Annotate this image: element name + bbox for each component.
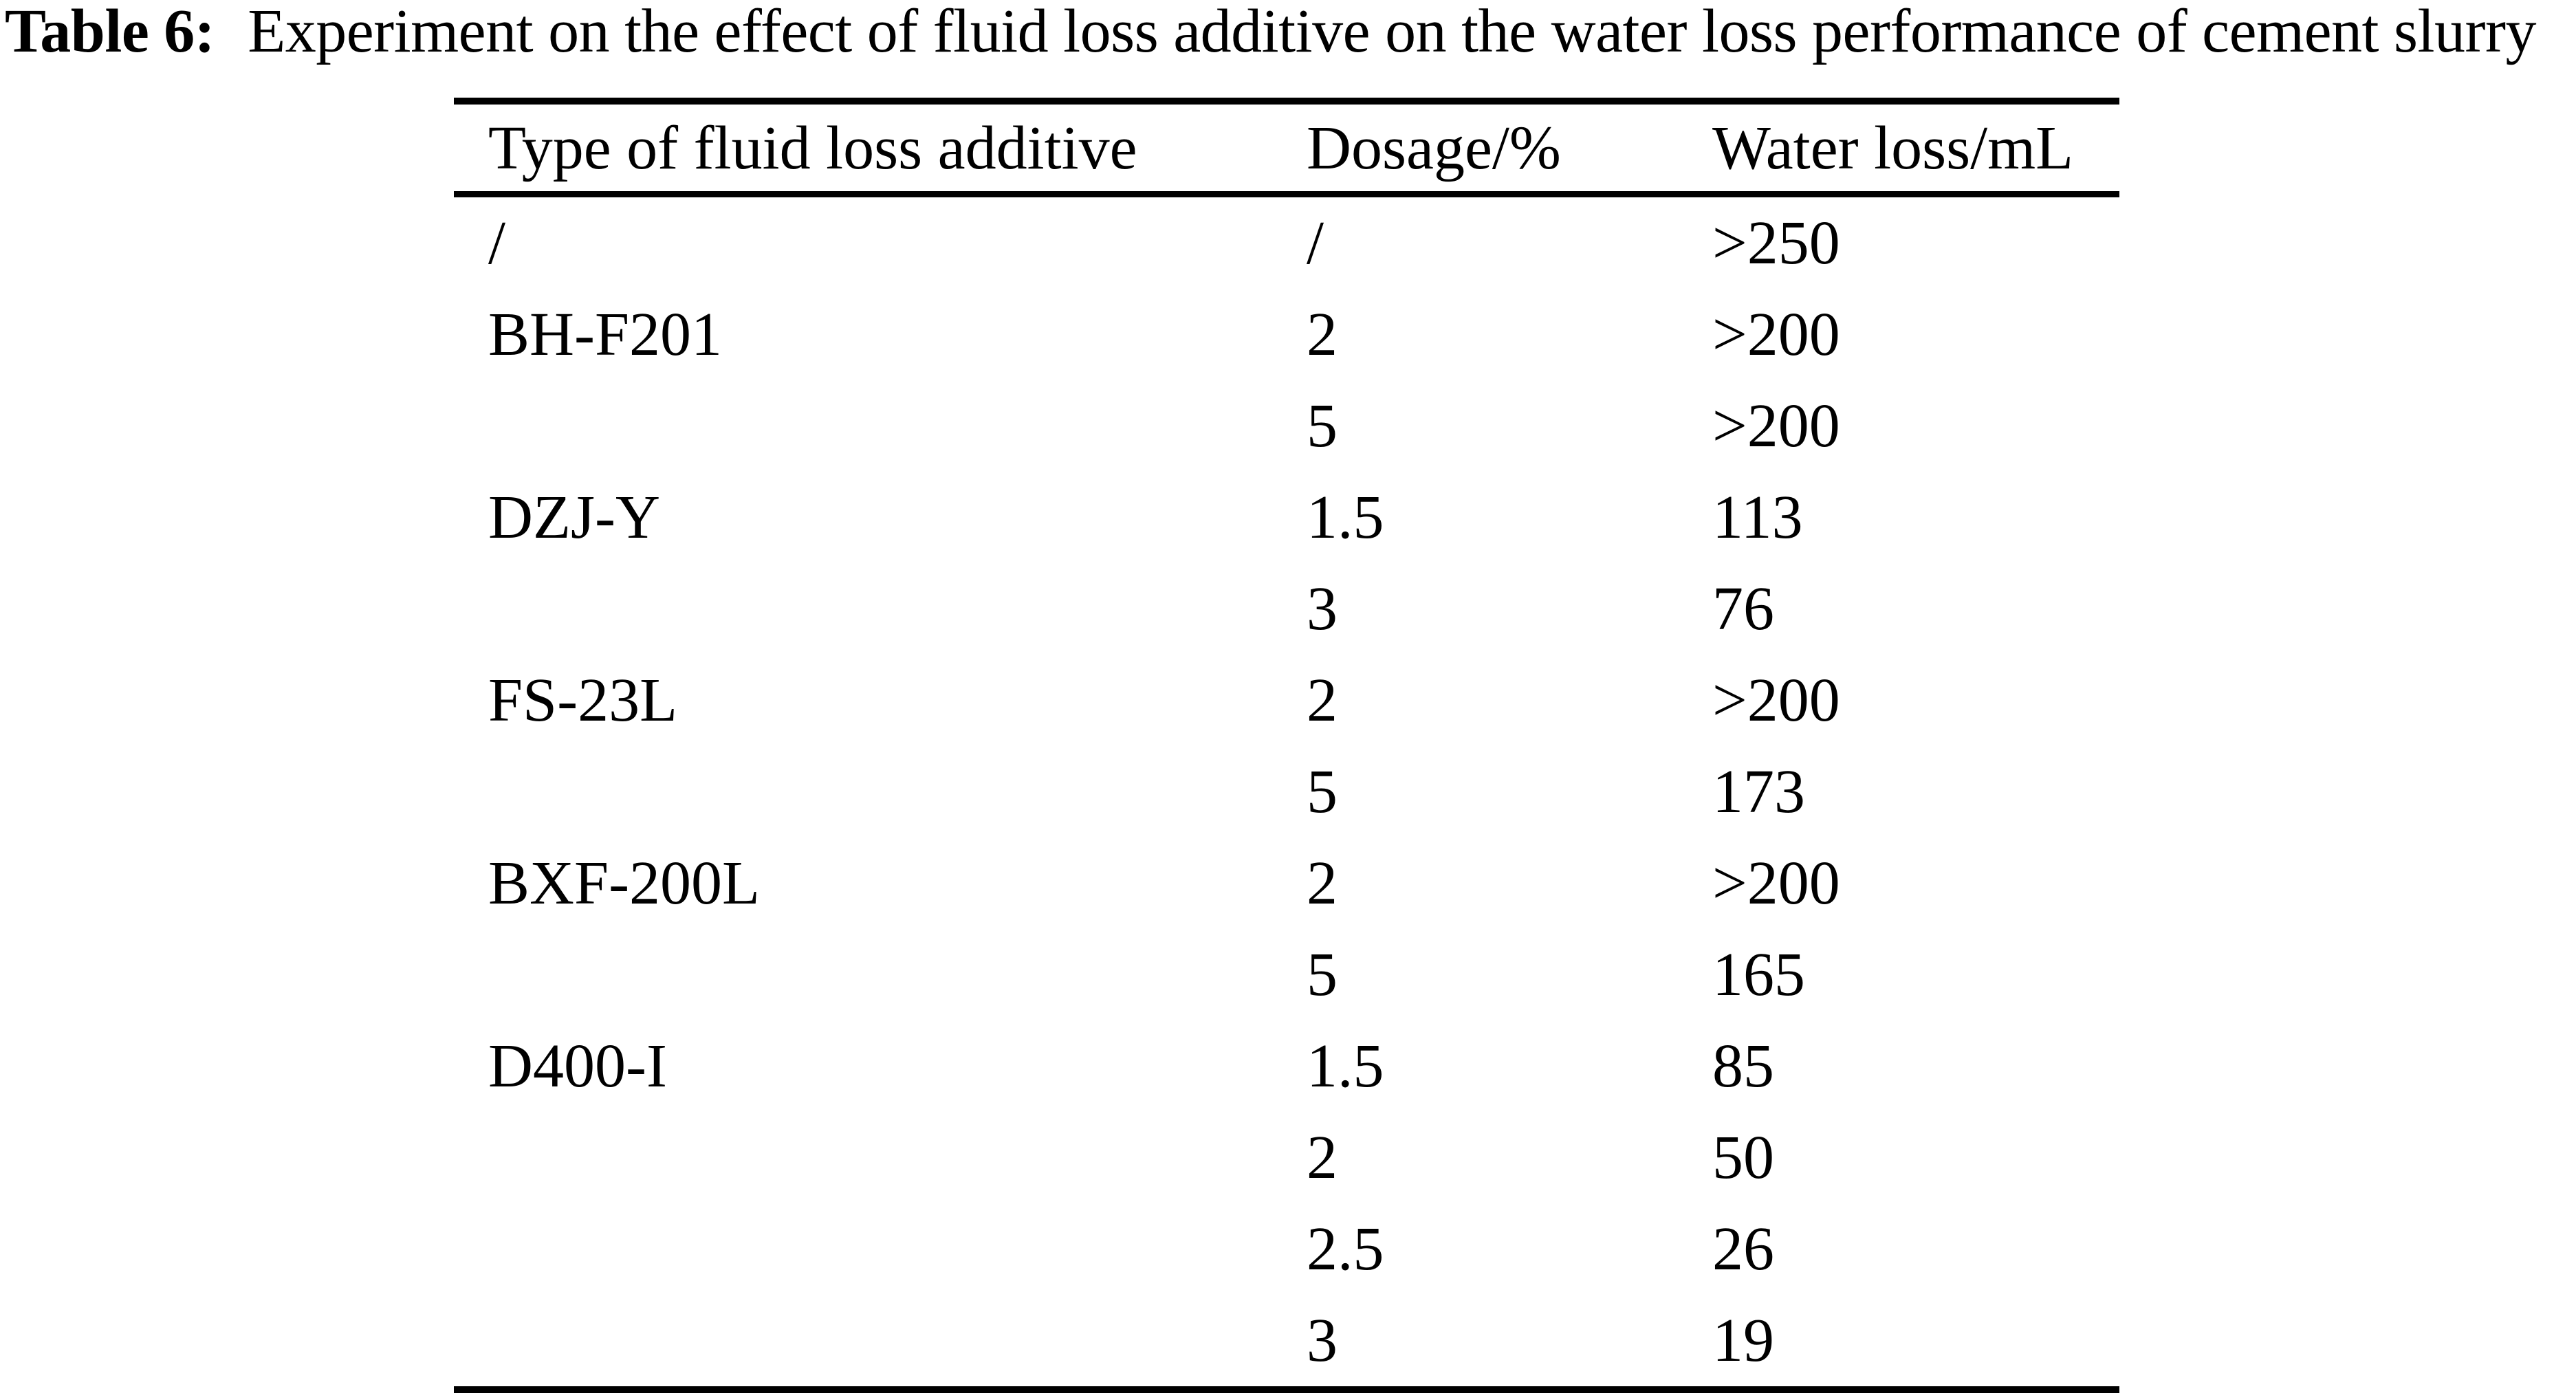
table-row: D400-I 1.5 85 bbox=[454, 1020, 2119, 1112]
table-caption-label: Table 6: bbox=[5, 0, 215, 65]
dosage-cell: 3 bbox=[1307, 1306, 1338, 1375]
table-header-row: Type of fluid loss additive Dosage/% Wat… bbox=[454, 105, 2119, 191]
water-loss-cell: >250 bbox=[1712, 209, 1840, 277]
water-loss-cell: 173 bbox=[1712, 758, 1805, 826]
water-loss-cell: 19 bbox=[1712, 1306, 1774, 1375]
dosage-cell: 2 bbox=[1307, 849, 1338, 917]
dosage-cell: 2 bbox=[1307, 1124, 1338, 1192]
table-header-rule bbox=[454, 191, 2119, 197]
dosage-cell: 2 bbox=[1307, 300, 1338, 369]
table-caption-text: Experiment on the effect of fluid loss a… bbox=[248, 0, 2536, 65]
water-loss-cell: 85 bbox=[1712, 1032, 1774, 1100]
table-top-rule bbox=[454, 98, 2119, 105]
table-body: / / >250 BH-F201 2 >200 5 >200 DZJ-Y 1.5… bbox=[454, 197, 2119, 1386]
additive-cell: DZJ-Y bbox=[488, 483, 660, 551]
water-loss-cell: 76 bbox=[1712, 575, 1774, 643]
dosage-cell: 1.5 bbox=[1307, 483, 1384, 551]
water-loss-cell: 165 bbox=[1712, 941, 1805, 1009]
table-row: DZJ-Y 1.5 113 bbox=[454, 472, 2119, 563]
dosage-cell: / bbox=[1307, 209, 1324, 277]
dosage-cell: 2.5 bbox=[1307, 1215, 1384, 1283]
data-table: Type of fluid loss additive Dosage/% Wat… bbox=[454, 98, 2119, 1393]
water-loss-cell: >200 bbox=[1712, 666, 1840, 734]
table-row: 2.5 26 bbox=[454, 1203, 2119, 1295]
water-loss-cell: >200 bbox=[1712, 849, 1840, 917]
additive-cell: BH-F201 bbox=[488, 300, 723, 369]
column-header-additive: Type of fluid loss additive bbox=[488, 113, 1137, 182]
table-row: / / >250 bbox=[454, 197, 2119, 289]
table-bottom-rule bbox=[454, 1386, 2119, 1393]
table-row: BH-F201 2 >200 bbox=[454, 289, 2119, 380]
additive-cell: / bbox=[488, 209, 506, 277]
additive-cell: D400-I bbox=[488, 1032, 667, 1100]
water-loss-cell: 113 bbox=[1712, 483, 1803, 551]
dosage-cell: 2 bbox=[1307, 666, 1338, 734]
table-row: 3 19 bbox=[454, 1295, 2119, 1386]
dosage-cell: 5 bbox=[1307, 392, 1338, 460]
table-row: 2 50 bbox=[454, 1112, 2119, 1203]
dosage-cell: 5 bbox=[1307, 941, 1338, 1009]
table-row: FS-23L 2 >200 bbox=[454, 655, 2119, 746]
table-row: BXF-200L 2 >200 bbox=[454, 838, 2119, 929]
dosage-cell: 5 bbox=[1307, 758, 1338, 826]
column-header-dosage: Dosage/% bbox=[1307, 113, 1561, 182]
table-row: 5 173 bbox=[454, 746, 2119, 838]
column-header-water-loss: Water loss/mL bbox=[1712, 113, 2074, 182]
water-loss-cell: 50 bbox=[1712, 1124, 1774, 1192]
table-caption: Table 6: Experiment on the effect of flui… bbox=[5, 0, 2536, 69]
table-row: 5 >200 bbox=[454, 380, 2119, 472]
table-row: 3 76 bbox=[454, 563, 2119, 655]
table-row: 5 165 bbox=[454, 929, 2119, 1020]
additive-cell: BXF-200L bbox=[488, 849, 761, 917]
dosage-cell: 3 bbox=[1307, 575, 1338, 643]
water-loss-cell: 26 bbox=[1712, 1215, 1774, 1283]
water-loss-cell: >200 bbox=[1712, 300, 1840, 369]
water-loss-cell: >200 bbox=[1712, 392, 1840, 460]
additive-cell: FS-23L bbox=[488, 666, 678, 734]
dosage-cell: 1.5 bbox=[1307, 1032, 1384, 1100]
